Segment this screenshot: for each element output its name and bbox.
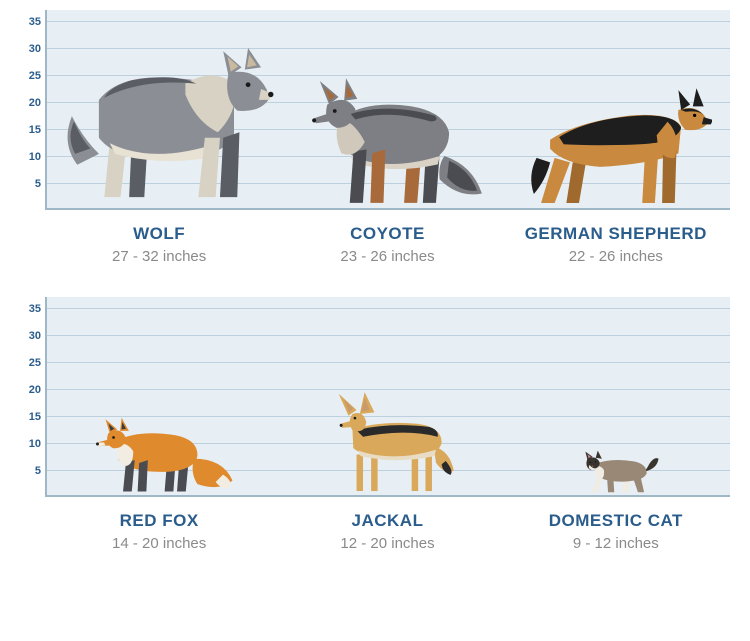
animal-height-range: 22 - 26 inches	[502, 248, 730, 265]
animal-illustration	[47, 297, 275, 495]
animal-illustration	[505, 10, 730, 208]
animal-label: DOMESTIC CAT 9 - 12 inches	[502, 511, 730, 552]
animal-name: RED FOX	[45, 511, 273, 531]
plot-area: 5101520253035	[45, 297, 730, 497]
animal-height-range: 12 - 20 inches	[273, 535, 501, 552]
y-tick-label: 30	[29, 330, 47, 342]
labels-row: WOLF 27 - 32 inchesCOYOTE 23 - 26 inchesGE…	[45, 210, 730, 289]
animals-row	[47, 10, 730, 208]
animal-name: JACKAL	[273, 511, 501, 531]
y-tick-label: 25	[29, 357, 47, 369]
chart-panel-1: 5 10 15 20 25 30 35	[20, 297, 730, 576]
animal-illustration	[275, 297, 503, 495]
animal-height-range: 27 - 32 inches	[45, 248, 273, 265]
animals-row	[47, 297, 730, 495]
animal-illustration	[281, 10, 506, 208]
y-tick-label: 10	[29, 151, 47, 163]
y-tick-label: 5	[35, 465, 47, 477]
chart-panel-0: 5 10 15 20 25 30 35	[20, 10, 730, 289]
animal-label: WOLF 27 - 32 inches	[45, 224, 273, 265]
y-tick-label: 15	[29, 124, 47, 136]
animal-label: RED FOX 14 - 20 inches	[45, 511, 273, 552]
animal-height-range: 9 - 12 inches	[502, 535, 730, 552]
plot-area: 5101520253035	[45, 10, 730, 210]
y-tick-label: 20	[29, 384, 47, 396]
animal-illustration	[502, 297, 730, 495]
animal-name: WOLF	[45, 224, 273, 244]
animal-height-range: 23 - 26 inches	[273, 248, 501, 265]
animal-label: GERMAN SHEPHERD 22 - 26 inches	[502, 224, 730, 265]
y-tick-label: 35	[29, 303, 47, 315]
y-tick-label: 15	[29, 411, 47, 423]
y-tick-label: 5	[35, 178, 47, 190]
animal-label: COYOTE 23 - 26 inches	[273, 224, 501, 265]
animal-name: COYOTE	[273, 224, 501, 244]
animal-label: JACKAL 12 - 20 inches	[273, 511, 501, 552]
animal-name: GERMAN SHEPHERD	[502, 224, 730, 244]
animal-height-range: 14 - 20 inches	[45, 535, 273, 552]
y-tick-label: 25	[29, 70, 47, 82]
animal-illustration	[47, 10, 281, 208]
animal-name: DOMESTIC CAT	[502, 511, 730, 531]
y-tick-label: 10	[29, 438, 47, 450]
y-tick-label: 20	[29, 97, 47, 109]
y-tick-label: 30	[29, 43, 47, 55]
labels-row: RED FOX 14 - 20 inchesJACKAL 12 - 20 inche…	[45, 497, 730, 576]
y-tick-label: 35	[29, 16, 47, 28]
